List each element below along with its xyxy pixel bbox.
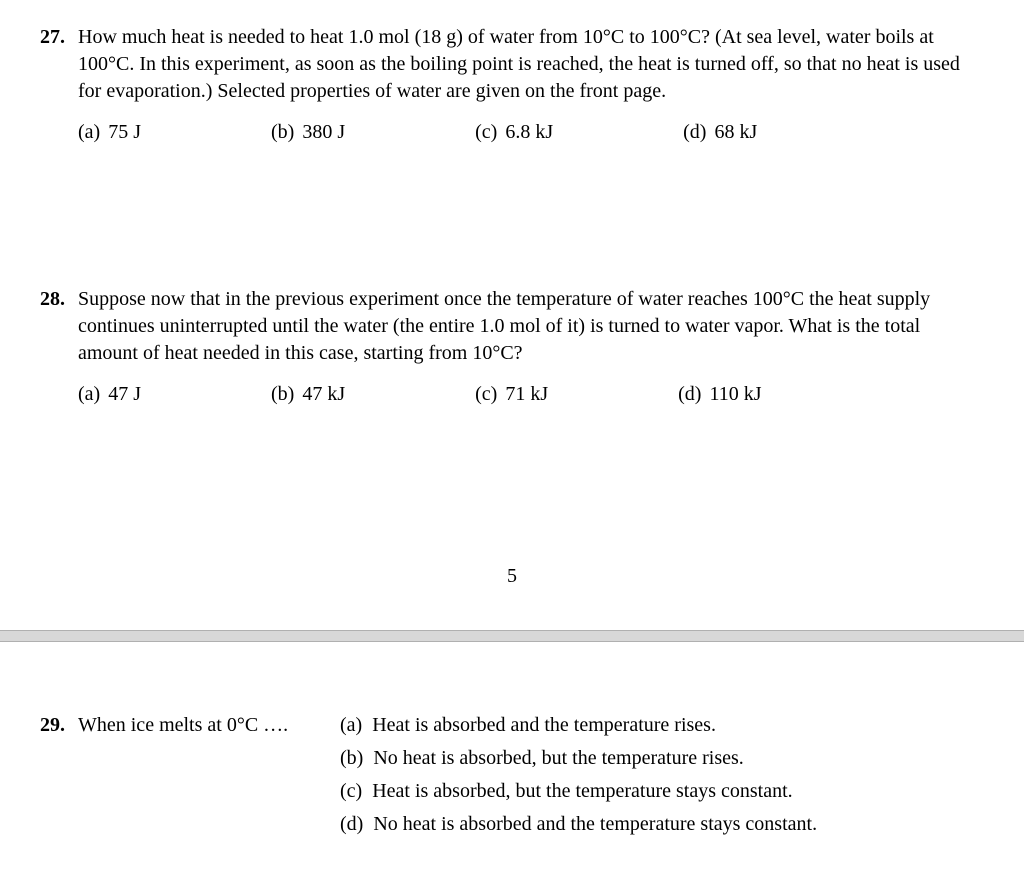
choice-text: 6.8 kJ [505, 119, 553, 146]
question-28-text: 28. Suppose now that in the previous exp… [40, 286, 984, 367]
choice-c: (c) 71 kJ [475, 381, 548, 408]
choice-a: (a) 47 J [78, 381, 141, 408]
choice-a: (a) Heat is absorbed and the temperature… [340, 712, 984, 739]
choice-d: (d) No heat is absorbed and the temperat… [340, 811, 984, 838]
choice-label: (d) [683, 119, 706, 146]
choice-text: 110 kJ [709, 381, 761, 408]
choice-text: No heat is absorbed and the temperature … [373, 811, 817, 838]
choice-label: (a) [78, 119, 100, 146]
question-body: When ice melts at 0°C …. [78, 712, 288, 739]
choice-text: Heat is absorbed, but the temperature st… [372, 778, 792, 805]
choice-label: (a) [340, 712, 362, 739]
question-28-choices: (a) 47 J (b) 47 kJ (c) 71 kJ (d) 110 kJ [40, 381, 984, 408]
choice-d: (d) 110 kJ [678, 381, 761, 408]
page-divider [0, 630, 1024, 642]
choice-label: (d) [340, 811, 363, 838]
choice-label: (c) [475, 119, 497, 146]
page-content: 27. How much heat is needed to heat 1.0 … [0, 0, 1024, 590]
question-27: 27. How much heat is needed to heat 1.0 … [40, 24, 984, 146]
choice-label: (a) [78, 381, 100, 408]
choice-text: 47 J [108, 381, 141, 408]
choice-label: (b) [271, 381, 294, 408]
choice-text: 68 kJ [714, 119, 757, 146]
choice-label: (c) [340, 778, 362, 805]
choice-label: (d) [678, 381, 701, 408]
choice-text: 47 kJ [302, 381, 345, 408]
choice-label: (b) [271, 119, 294, 146]
question-27-choices: (a) 75 J (b) 380 J (c) 6.8 kJ (d) 68 kJ [40, 119, 984, 146]
choice-b: (b) 47 kJ [271, 381, 345, 408]
question-body: How much heat is needed to heat 1.0 mol … [78, 24, 984, 105]
question-29-choices: (a) Heat is absorbed and the temperature… [340, 712, 984, 844]
choice-c: (c) 6.8 kJ [475, 119, 553, 146]
choice-d: (d) 68 kJ [683, 119, 757, 146]
choice-text: No heat is absorbed, but the temperature… [373, 745, 743, 772]
question-29: 29. When ice melts at 0°C …. (a) Heat is… [0, 712, 1024, 844]
choice-text: 71 kJ [505, 381, 548, 408]
question-body: Suppose now that in the previous experim… [78, 286, 984, 367]
choice-b: (b) 380 J [271, 119, 345, 146]
question-number: 27. [40, 24, 72, 51]
question-28: 28. Suppose now that in the previous exp… [40, 286, 984, 408]
choice-c: (c) Heat is absorbed, but the temperatur… [340, 778, 984, 805]
choice-text: Heat is absorbed and the temperature ris… [372, 712, 716, 739]
choice-text: 380 J [302, 119, 345, 146]
choice-text: 75 J [108, 119, 141, 146]
choice-a: (a) 75 J [78, 119, 141, 146]
question-number: 29. [40, 712, 72, 739]
choice-label: (b) [340, 745, 363, 772]
page-number: 5 [40, 563, 984, 590]
question-27-text: 27. How much heat is needed to heat 1.0 … [40, 24, 984, 105]
choice-b: (b) No heat is absorbed, but the tempera… [340, 745, 984, 772]
choice-label: (c) [475, 381, 497, 408]
question-29-stem: 29. When ice melts at 0°C …. [40, 712, 340, 739]
question-number: 28. [40, 286, 72, 313]
